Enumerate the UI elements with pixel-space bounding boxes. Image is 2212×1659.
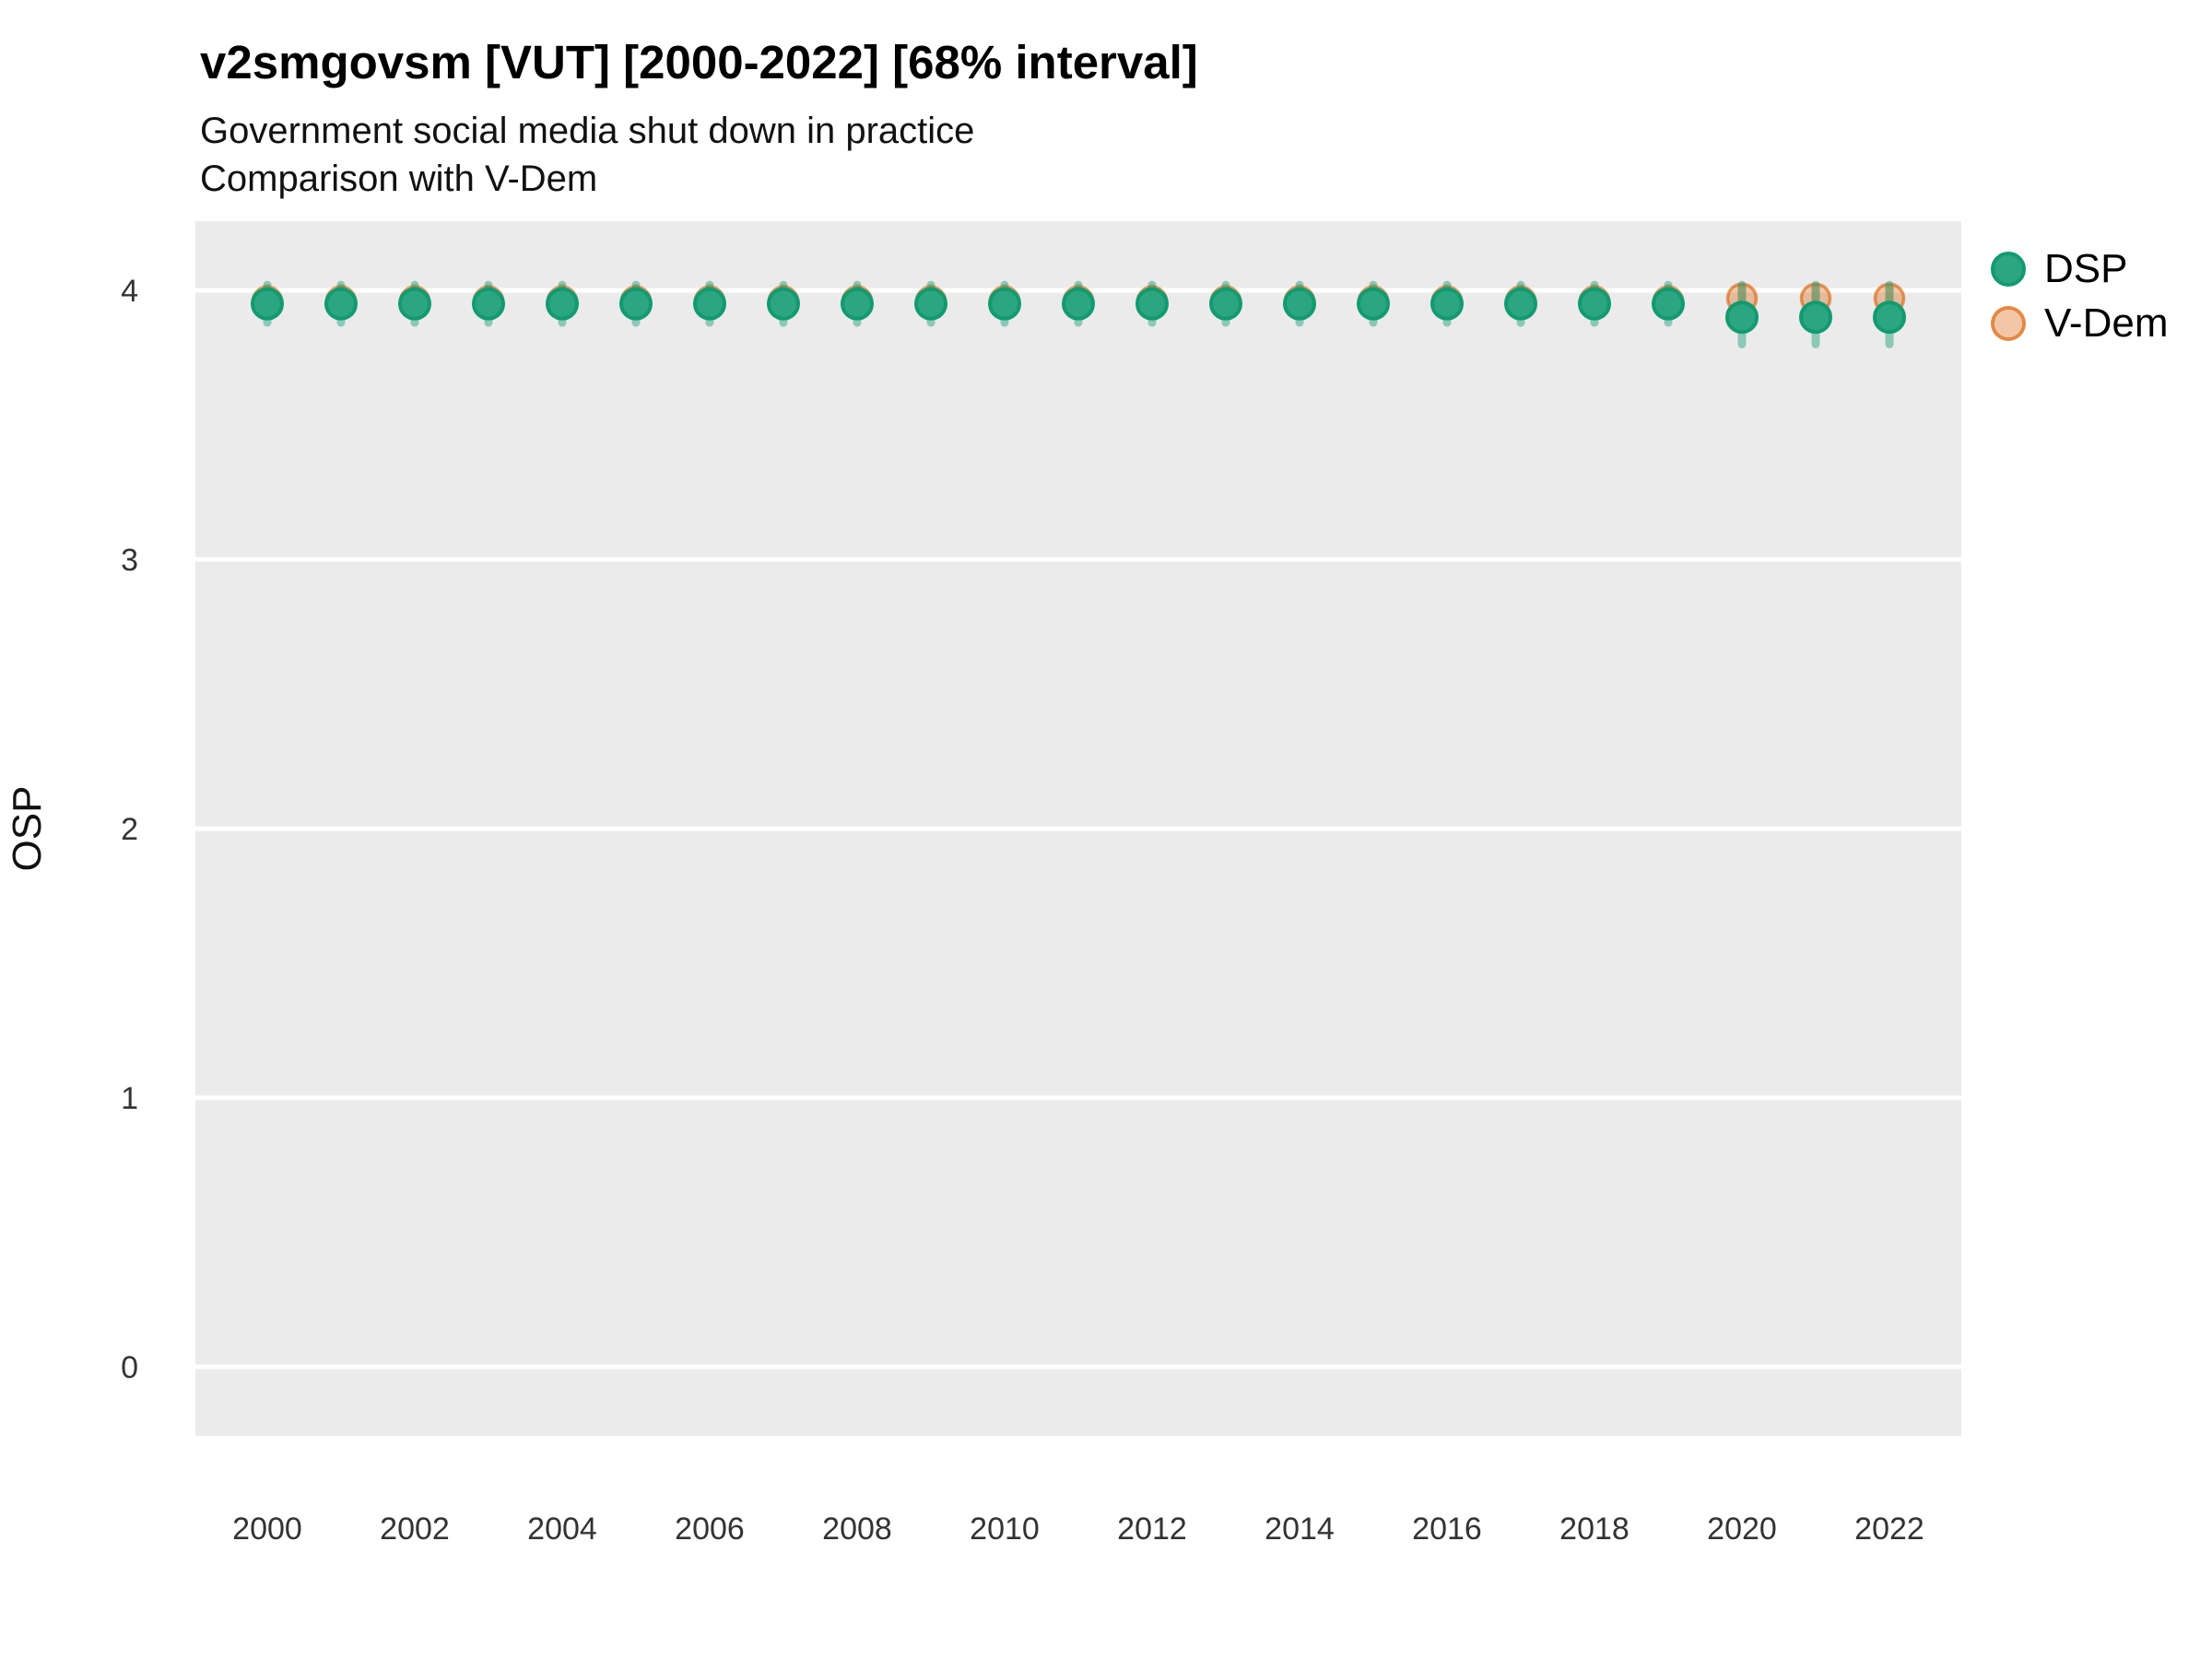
dsp-point-2013 — [1209, 287, 1242, 321]
dsp-point-2008 — [841, 287, 874, 321]
x-tick-label-2016: 2016 — [1412, 1512, 1482, 1547]
x-tick-label-2014: 2014 — [1265, 1512, 1335, 1547]
dsp-point-2020 — [1725, 300, 1759, 335]
dsp-point-2006 — [693, 287, 726, 321]
dsp-point-2017 — [1504, 287, 1537, 321]
legend: DSP V-Dem — [1991, 246, 2169, 358]
x-tick-label-2018: 2018 — [1559, 1512, 1630, 1547]
dsp-point-2016 — [1430, 287, 1464, 321]
legend-item-dsp: DSP — [1991, 246, 2168, 291]
legend-label-dsp: DSP — [2044, 246, 2128, 291]
legend-marker-dsp-icon — [1991, 252, 2026, 287]
dsp-point-2010 — [988, 287, 1021, 321]
y-tick-label-4: 4 — [121, 274, 138, 309]
x-tick-label-2020: 2020 — [1707, 1512, 1777, 1547]
x-tick-label-2010: 2010 — [970, 1512, 1040, 1547]
dsp-point-2018 — [1578, 287, 1611, 321]
dsp-point-2003 — [472, 287, 505, 321]
x-tick-label-2012: 2012 — [1117, 1512, 1187, 1547]
y-tick-label-2: 2 — [121, 812, 138, 847]
y-tick-label-1: 1 — [121, 1081, 138, 1116]
axis-layer: 0 1 2 3 4 2000 2002 2004 2006 2008 2010 2012 2014 201… — [121, 274, 1924, 1547]
dsp-point-2015 — [1357, 287, 1390, 321]
dsp-point-2000 — [251, 287, 284, 321]
legend-item-vdem: V-Dem — [1991, 300, 2169, 346]
legend-marker-vdem-icon — [1991, 306, 2026, 341]
x-tick-label-2002: 2002 — [380, 1512, 450, 1547]
x-tick-label-2004: 2004 — [527, 1512, 597, 1547]
dsp-point-2007 — [767, 287, 800, 321]
dsp-point-2021 — [1799, 300, 1832, 335]
dsp-point-2012 — [1135, 287, 1169, 321]
chart-subtitle-line1: Government social media shut down in pra… — [200, 111, 975, 151]
x-tick-label-2008: 2008 — [822, 1512, 892, 1547]
dsp-point-2005 — [619, 287, 653, 321]
x-tick-label-2006: 2006 — [675, 1512, 745, 1547]
chart-subtitle-line2: Comparison with V-Dem — [200, 159, 598, 199]
x-tick-label-2000: 2000 — [232, 1512, 302, 1547]
legend-label-vdem: V-Dem — [2044, 300, 2169, 346]
dsp-point-2001 — [324, 287, 358, 321]
dsp-point-2004 — [546, 287, 579, 321]
chart-title: v2smgovsm [VUT] [2000-2022] [68% interva… — [200, 36, 1198, 88]
x-tick-label-2022: 2022 — [1854, 1512, 1924, 1547]
dsp-point-2019 — [1652, 287, 1685, 321]
dsp-point-2009 — [914, 287, 947, 321]
data-layer — [251, 280, 1906, 348]
dsp-point-2014 — [1283, 287, 1316, 321]
y-tick-label-0: 0 — [121, 1350, 138, 1385]
dsp-point-2011 — [1062, 287, 1095, 321]
y-tick-label-3: 3 — [121, 543, 138, 578]
dsp-point-2022 — [1873, 300, 1906, 335]
dsp-point-2002 — [398, 287, 431, 321]
